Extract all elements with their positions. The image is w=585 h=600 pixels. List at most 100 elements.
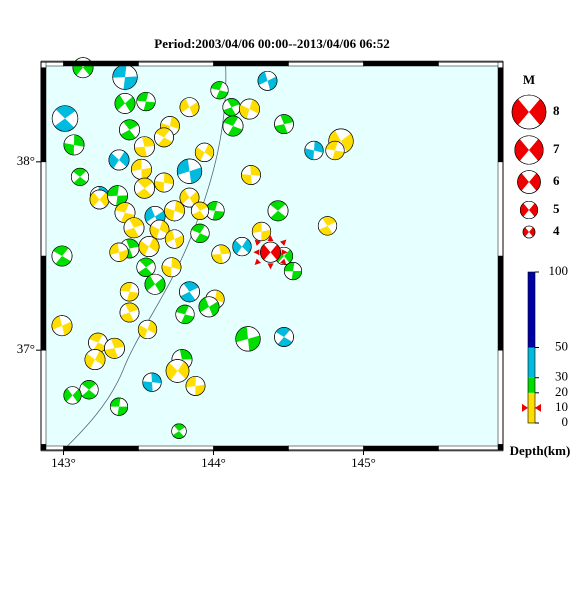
ball-lune [284, 249, 293, 263]
focal-mechanism [190, 201, 210, 220]
ball-rim [235, 326, 261, 352]
ball-lune [134, 146, 147, 157]
main-event-marker [267, 263, 274, 270]
ball-lune [171, 257, 182, 270]
ball-rim [179, 281, 200, 303]
focal-mechanism [108, 149, 130, 171]
ball-lune [141, 167, 152, 180]
ball-lune [195, 147, 205, 161]
ball-lune [517, 173, 529, 191]
ball-lune [270, 210, 286, 221]
depth-marker-left [522, 403, 528, 412]
ball-rim [63, 134, 85, 156]
ball-lune [144, 275, 155, 291]
ball-lune [235, 326, 248, 343]
frame-segment [497, 444, 504, 451]
focal-mechanism [211, 244, 231, 264]
legend-ball [514, 135, 544, 165]
ball-lune [55, 256, 71, 267]
ball-lune [142, 381, 153, 392]
ball-rim [257, 70, 278, 91]
ball-lune [179, 189, 190, 204]
ball-rim [251, 221, 272, 242]
ball-rim [51, 315, 73, 337]
ball-lune [125, 96, 136, 113]
main-event-marker [280, 239, 287, 246]
focal-mechanism [70, 167, 90, 186]
ball-lune [314, 141, 324, 153]
ball-rim [109, 242, 129, 262]
ball-lune [291, 270, 302, 280]
ball-lune [144, 207, 155, 222]
ball-rim [70, 167, 90, 186]
frame-segment [40, 444, 47, 451]
ball-lune [124, 227, 139, 238]
ball-lune [252, 222, 262, 233]
focal-mechanism [176, 158, 203, 184]
ball-lune [159, 220, 170, 235]
ball-lune [120, 282, 133, 292]
ball-lune [126, 291, 139, 302]
ball-lune [172, 431, 185, 439]
ball-lune [211, 254, 224, 264]
ball-rim [154, 172, 174, 193]
focal-mechanism [154, 172, 174, 193]
focal-mechanism [274, 114, 294, 135]
frame-segment [40, 349, 47, 445]
ball-lune [157, 137, 173, 147]
ball-lune [529, 227, 536, 237]
focal-mechanism [222, 115, 244, 137]
focal-mechanism [119, 282, 140, 302]
ball-lune [223, 115, 239, 127]
legend-label: 6 [553, 173, 560, 188]
title: Period:2003/04/06 00:00--2013/04/06 06:5… [154, 36, 389, 51]
focal-mechanism [144, 273, 166, 295]
ball-lune [117, 406, 128, 416]
ball-rim [274, 327, 294, 347]
ball-lune [250, 165, 261, 176]
ball-lune [119, 151, 130, 167]
ball-lune [138, 240, 149, 256]
ball-rim [211, 244, 231, 264]
ball-lune [180, 291, 196, 302]
ball-lune [120, 129, 136, 140]
focal-mechanism [185, 376, 206, 396]
ball-rim [108, 149, 130, 171]
ball-lune [155, 277, 166, 294]
focal-mechanism [131, 158, 152, 180]
ball-lune [239, 104, 250, 119]
focal-mechanism [104, 337, 125, 359]
ball-lune [257, 71, 268, 86]
focal-mechanism [137, 319, 158, 340]
focal-mechanism [112, 64, 138, 90]
focal-mechanism [179, 281, 200, 303]
main-event-marker [281, 249, 288, 256]
ball-rim [283, 262, 303, 281]
ball-lune [212, 210, 225, 221]
ball-rim [109, 397, 129, 416]
focal-mechanism [165, 359, 190, 383]
depth-tick-label: 50 [555, 338, 568, 353]
focal-mechanism [136, 257, 156, 277]
ball-lune [142, 136, 155, 147]
ball-rim [514, 135, 544, 165]
focal-mechanism [114, 93, 136, 114]
ball-lune [143, 101, 156, 111]
focal-mechanism [235, 326, 261, 352]
ball-rim [185, 376, 206, 396]
ball-rim [190, 201, 210, 220]
ball-rim [317, 216, 338, 236]
focal-mechanism [149, 219, 170, 240]
ball-lune [284, 262, 295, 272]
depth-tick-label: 30 [555, 369, 568, 384]
ball-rim [198, 296, 220, 318]
ball-lune [277, 336, 293, 347]
ball-lune [270, 244, 281, 260]
ball-rim [154, 127, 174, 148]
depth-band [528, 377, 535, 393]
ball-rim [134, 177, 155, 199]
ball-lune [116, 195, 128, 206]
ball-rim [144, 273, 166, 295]
ball-lune [529, 98, 546, 126]
focal-mechanism [51, 245, 73, 267]
